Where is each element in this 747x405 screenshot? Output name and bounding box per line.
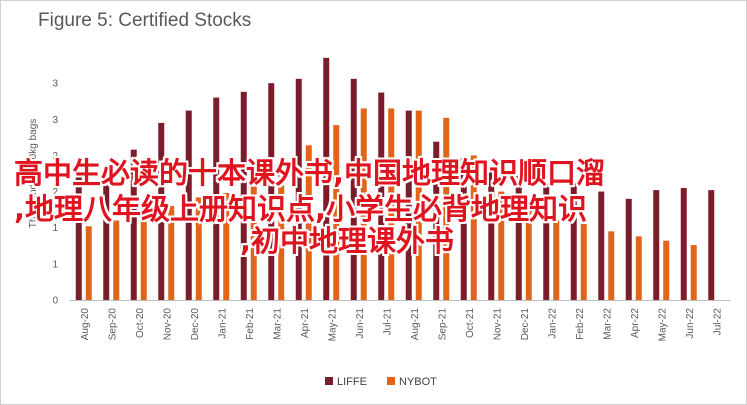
- bar-liffe-mar-22: [598, 191, 605, 300]
- y-tick-label: 0: [52, 296, 58, 307]
- bar-liffe-aug-21: [405, 110, 412, 301]
- bar-nybot-sep-21: [443, 117, 450, 300]
- legend-label-nybot: NYBOT: [399, 376, 437, 388]
- bar-nybot-oct-20: [140, 213, 147, 300]
- bar-nybot-mar-21: [278, 159, 285, 300]
- bar-liffe-jul-21: [378, 92, 385, 300]
- x-tick-label: Dec-21: [520, 308, 531, 341]
- bar-liffe-jun-22: [680, 187, 687, 300]
- y-axis: 0 1 1 2 2 3 3: [52, 79, 58, 307]
- x-tick-label: May-22: [657, 308, 668, 342]
- legend: LIFFE NYBOT: [325, 376, 437, 388]
- bar-nybot-dec-21: [525, 206, 532, 300]
- bar-liffe-jan-22: [543, 182, 550, 300]
- bar-liffe-jul-22: [708, 190, 715, 300]
- bar-nybot-oct-21: [470, 155, 477, 300]
- bar-liffe-dec-21: [515, 175, 522, 300]
- y-tick-label: 2: [52, 151, 58, 162]
- x-tick-label: Sep-21: [437, 308, 448, 341]
- x-axis: Aug-20 Sep-20 Oct-20 Nov-20 Dec-20 Jan-21 Feb-…: [70, 300, 730, 342]
- legend-swatch-nybot: [387, 377, 395, 385]
- bar-liffe-feb-22: [570, 182, 577, 300]
- x-tick-label: Apr-22: [630, 308, 641, 338]
- bar-liffe-feb-21: [240, 91, 247, 301]
- bar-liffe-may-21: [323, 57, 330, 300]
- x-tick-label: Mar-21: [272, 308, 283, 340]
- x-tick-label: Dec-20: [190, 308, 201, 341]
- legend-label-liffe: LIFFE: [337, 376, 367, 388]
- bar-liffe-jan-21: [213, 97, 220, 300]
- bar-liffe-nov-21: [488, 169, 495, 300]
- bar-liffe-nov-20: [158, 122, 165, 301]
- x-tick-label: Aug-20: [80, 308, 91, 341]
- bar-nybot-jun-21: [360, 108, 367, 300]
- bar-nybot-feb-22: [580, 224, 587, 300]
- y-axis-label: Thousands of 60kg bags: [28, 119, 39, 229]
- x-tick-label: Apr-21: [300, 308, 311, 338]
- x-tick-label: Nov-20: [162, 308, 173, 341]
- x-tick-label: Jun-21: [355, 308, 366, 339]
- bar-liffe-apr-21: [295, 78, 302, 300]
- x-tick-label: Mar-22: [602, 308, 613, 340]
- x-tick-label: Jan-21: [217, 308, 228, 339]
- bar-liffe-oct-20: [130, 149, 137, 300]
- bar-nybot-dec-20: [195, 197, 202, 300]
- x-tick-label: Oct-20: [135, 308, 146, 338]
- bar-nybot-sep-20: [113, 220, 120, 300]
- bar-nybot-jun-22: [690, 245, 697, 300]
- x-tick-label: Nov-21: [492, 308, 503, 341]
- bar-liffe-sep-21: [433, 141, 440, 300]
- y-tick-label: 1: [52, 223, 58, 234]
- bar-liffe-sep-20: [103, 175, 110, 300]
- x-tick-label: Jan-22: [547, 308, 558, 339]
- x-tick-label: Oct-21: [465, 308, 476, 338]
- bar-liffe-apr-22: [625, 198, 632, 300]
- bar-nybot-apr-21: [305, 145, 312, 300]
- bar-liffe-oct-21: [460, 158, 467, 300]
- y-tick-label: 3: [52, 79, 58, 90]
- x-tick-label: Jun-22: [685, 308, 696, 339]
- legend-swatch-liffe: [325, 377, 333, 385]
- x-tick-label: Jul-22: [712, 308, 723, 336]
- chart-title: Figure 5: Certified Stocks: [38, 10, 251, 31]
- bar-nybot-jan-21: [223, 193, 230, 300]
- bar-liffe-may-22: [653, 190, 660, 300]
- y-tick-label: 2: [52, 187, 58, 198]
- bar-nybot-jul-21: [388, 108, 395, 300]
- bar-nybot-jan-22: [553, 220, 560, 300]
- x-tick-label: Aug-21: [410, 308, 421, 341]
- bar-liffe-mar-21: [268, 83, 275, 301]
- y-tick-label: 1: [52, 259, 58, 270]
- bar-nybot-nov-20: [168, 206, 175, 300]
- bar-nybot-aug-20: [85, 226, 92, 300]
- bar-nybot-apr-22: [635, 236, 642, 300]
- x-tick-label: Feb-22: [575, 308, 586, 340]
- x-tick-label: May-21: [327, 308, 338, 342]
- bars: [75, 57, 715, 301]
- bar-nybot-may-21: [333, 125, 340, 300]
- x-tick-label: Sep-20: [107, 308, 118, 341]
- bar-nybot-may-22: [663, 240, 670, 300]
- bar-nybot-feb-21: [250, 166, 257, 300]
- bar-liffe-dec-20: [185, 110, 192, 301]
- x-tick-label: Jul-21: [382, 308, 393, 336]
- bar-liffe-aug-20: [75, 175, 82, 300]
- bar-nybot-mar-22: [608, 231, 615, 300]
- bar-liffe-jun-21: [350, 78, 357, 300]
- bar-nybot-nov-21: [498, 191, 505, 300]
- bar-nybot-aug-21: [415, 110, 422, 301]
- y-tick-label: 3: [52, 115, 58, 126]
- x-tick-label: Feb-21: [245, 308, 256, 340]
